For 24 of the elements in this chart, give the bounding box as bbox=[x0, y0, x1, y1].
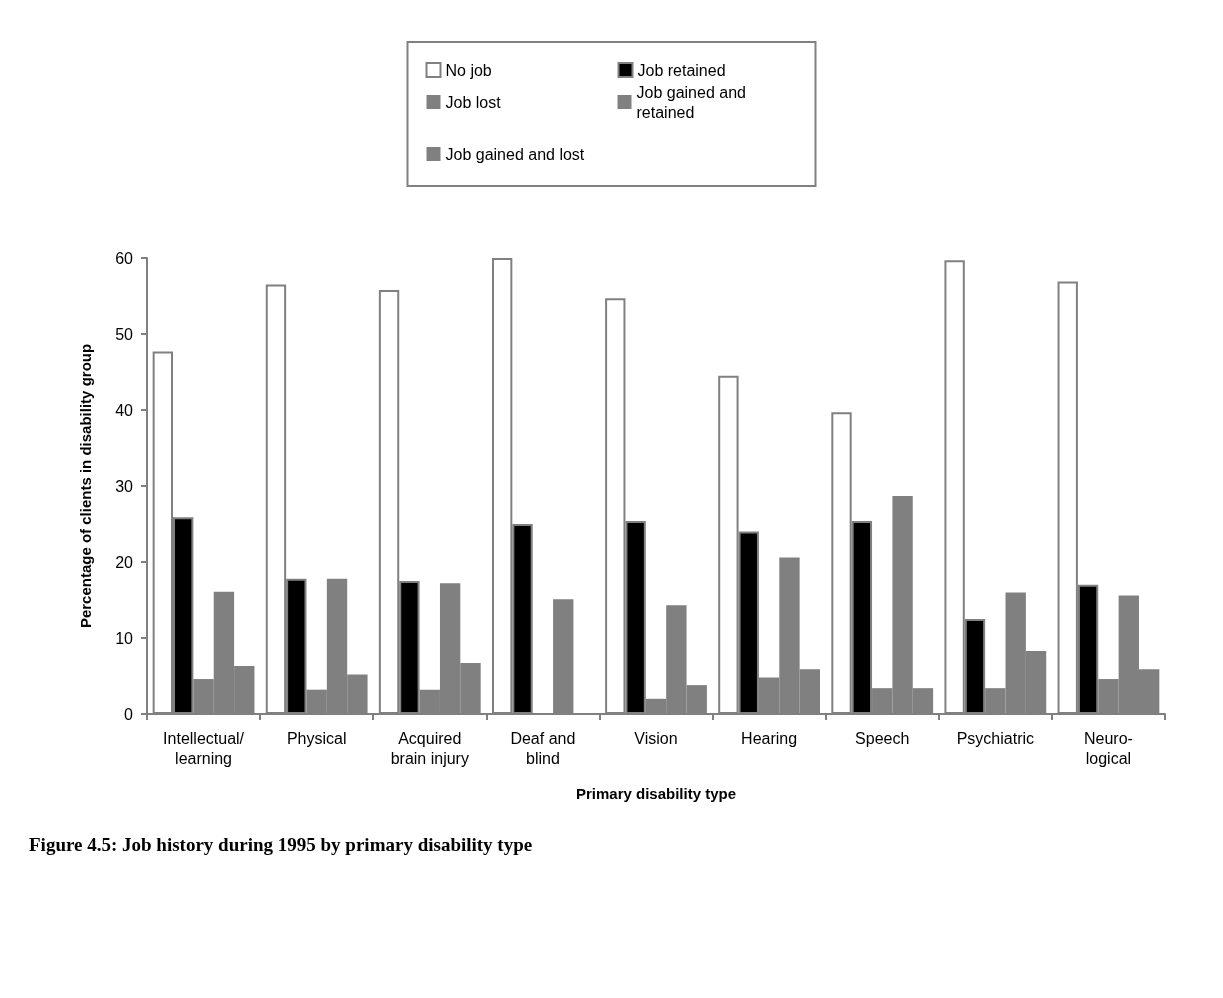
legend-label: Job retained bbox=[637, 61, 726, 79]
x-tick-label: Intellectual/ learning bbox=[163, 729, 245, 767]
x-tick-label: Speech bbox=[855, 729, 910, 747]
x-tick-label: Neuro- logical bbox=[1083, 729, 1133, 767]
x-tick-label: Deaf and blind bbox=[510, 729, 576, 767]
x-tick-label: Hearing bbox=[741, 729, 798, 747]
text: Figure 4.5: Job history during 1995 by primary disability type bbox=[29, 834, 533, 855]
y-axis-title: Percentage of clients in disability group bbox=[77, 343, 94, 629]
y-tick-label: 50 bbox=[115, 325, 134, 343]
y-tick-label: 0 bbox=[124, 705, 134, 723]
y-tick-label: 10 bbox=[115, 629, 134, 647]
y-tick-label: 20 bbox=[115, 553, 134, 571]
x-tick-label: Physical bbox=[286, 729, 347, 747]
x-tick-label: Psychiatric bbox=[956, 729, 1035, 747]
legend-label: Job gained and retained bbox=[636, 83, 751, 121]
legend-label: Job gained and lost bbox=[445, 145, 585, 163]
x-axis-title: Primary disability type bbox=[575, 785, 737, 802]
y-tick-label: 40 bbox=[115, 401, 134, 419]
x-tick-label: Vision bbox=[634, 729, 678, 747]
x-tick-label: Acquired brain injury bbox=[390, 729, 469, 767]
legend-label: Job lost bbox=[445, 93, 502, 111]
y-tick-label: 30 bbox=[115, 477, 134, 495]
legend-label: No job bbox=[445, 61, 492, 79]
y-tick-label: 60 bbox=[115, 249, 134, 267]
